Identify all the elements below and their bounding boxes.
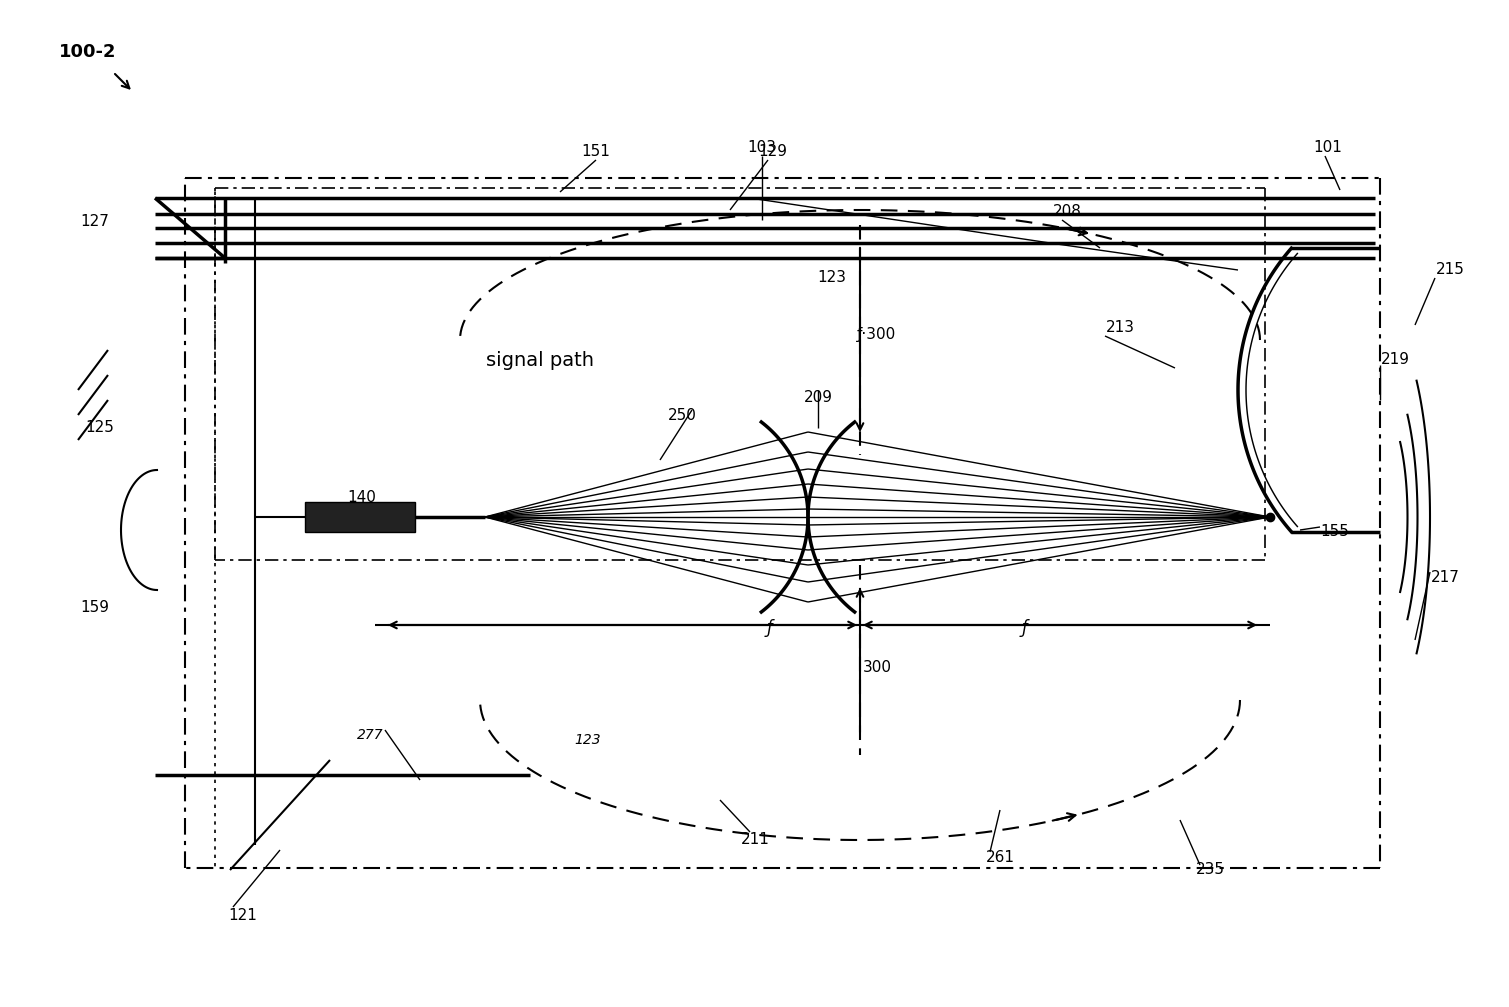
Text: 211: 211	[741, 833, 770, 848]
Text: 215: 215	[1435, 263, 1464, 278]
Text: ƒ: ƒ	[767, 619, 773, 637]
Text: 208: 208	[1053, 204, 1082, 220]
Text: 125: 125	[86, 421, 115, 435]
Text: 209: 209	[803, 391, 833, 406]
Text: 300: 300	[863, 661, 892, 676]
Text: 277: 277	[356, 728, 383, 742]
Text: 261: 261	[985, 850, 1014, 864]
Bar	[305, 502, 415, 532]
Text: 140: 140	[347, 489, 376, 505]
Text: 101: 101	[1313, 141, 1343, 155]
Text: 219: 219	[1381, 352, 1409, 368]
Text: 121: 121	[228, 907, 258, 922]
Text: 127: 127	[80, 214, 110, 230]
Text: 155: 155	[1320, 525, 1349, 540]
Text: 151: 151	[581, 144, 611, 159]
Text: 213: 213	[1106, 320, 1135, 335]
Text: 250: 250	[667, 408, 697, 423]
Text: ƒ·300: ƒ·300	[857, 327, 896, 342]
Text: 217: 217	[1431, 570, 1459, 584]
Text: 159: 159	[80, 599, 110, 614]
Text: 235: 235	[1195, 863, 1224, 877]
Text: 123: 123	[575, 733, 601, 747]
Text: 123: 123	[818, 271, 847, 286]
Text: ƒ: ƒ	[1022, 619, 1028, 637]
Text: 100-2: 100-2	[59, 43, 116, 61]
Text: 103: 103	[747, 141, 777, 155]
Text: 129: 129	[759, 144, 788, 159]
Text: signal path: signal path	[486, 350, 595, 370]
